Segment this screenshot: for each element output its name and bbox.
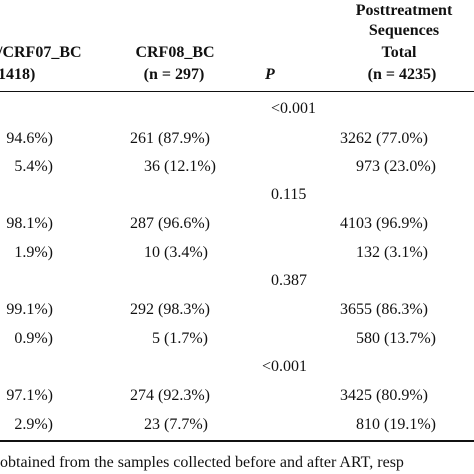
cell-col4: 810 (19.1%) <box>356 416 436 433</box>
cell-col4: 3262 (77.0%) <box>340 130 428 147</box>
cell-col2: 261 (87.9%) <box>130 130 210 147</box>
header-p: P <box>265 66 275 83</box>
cell-col1: 94.6%) <box>6 130 53 147</box>
header-col2-line1: CRF08_BC <box>135 44 215 61</box>
header-col1-line2: 1418) <box>0 66 36 83</box>
cell-col2: 287 (96.6%) <box>130 215 210 232</box>
header-col2-line2: (n = 297) <box>143 66 205 83</box>
cell-col2: 292 (98.3%) <box>130 301 210 318</box>
cell-col2: 274 (92.3%) <box>130 387 210 404</box>
cell-col4: 973 (23.0%) <box>356 158 436 175</box>
p-value: 0.387 <box>271 272 307 289</box>
cell-col1: 98.1%) <box>6 215 53 232</box>
cell-col2: 23 (7.7%) <box>144 416 208 433</box>
cell-col1: 97.1%) <box>6 387 53 404</box>
cell-col4: 3655 (86.3%) <box>340 301 428 318</box>
footnote: obtained from the samples collected befo… <box>0 454 404 471</box>
header-col4-line3: Total <box>381 44 417 61</box>
cell-col1: 99.1%) <box>6 301 53 318</box>
header-rule <box>0 91 474 92</box>
cell-col4: 4103 (96.9%) <box>340 215 428 232</box>
cell-col4: 132 (3.1%) <box>356 244 428 261</box>
p-value: <0.001 <box>271 100 317 117</box>
cell-col1: 0.9%) <box>14 330 53 347</box>
header-col4-line4: (n = 4235) <box>367 66 437 83</box>
header-col1-line1: /CRF07_BC <box>0 44 82 61</box>
cell-col1: 2.9%) <box>14 416 53 433</box>
p-value: 0.115 <box>271 186 307 203</box>
cell-col1: 1.9%) <box>14 244 53 261</box>
cell-col4: 580 (13.7%) <box>356 330 436 347</box>
bottom-rule <box>0 440 474 442</box>
header-col4-line2: Sequences <box>368 22 440 39</box>
cell-col2: 10 (3.4%) <box>144 244 208 261</box>
cell-col2: 5 (1.7%) <box>152 330 208 347</box>
p-value: <0.001 <box>262 358 308 375</box>
header-col4-line1: Posttreatment <box>355 2 453 19</box>
cell-col4: 3425 (80.9%) <box>340 387 428 404</box>
cell-col1: 5.4%) <box>14 158 53 175</box>
cell-col2: 36 (12.1%) <box>144 158 216 175</box>
